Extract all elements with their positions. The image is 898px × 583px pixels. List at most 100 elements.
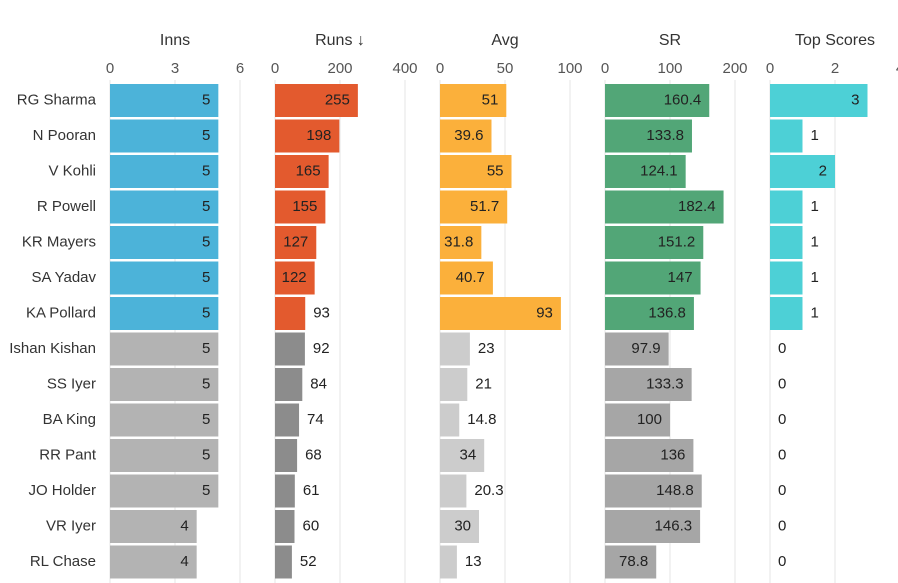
bar-avg[interactable] [440,84,507,117]
value-label-runs: 61 [303,482,320,499]
value-label-avg: 40.7 [456,269,485,286]
value-label-inns: 5 [202,233,210,250]
bar-inns[interactable] [110,155,219,188]
bar-inns[interactable] [110,261,219,295]
bar-avg[interactable] [440,190,508,224]
value-label-avg: 21 [475,375,492,392]
bar-avg[interactable] [440,226,482,259]
player-name: V Kohli [48,162,96,179]
bar-top[interactable] [770,190,803,224]
tick-label: 0 [106,60,114,77]
bar-top[interactable] [770,226,803,259]
bar-top[interactable] [770,261,803,295]
bar-sr[interactable] [605,332,669,366]
bar-inns[interactable] [110,332,219,366]
tick-label: 200 [722,60,747,77]
value-label-runs: 84 [310,375,327,392]
bar-runs[interactable] [275,403,300,437]
bar-sr[interactable] [605,403,670,437]
bar-runs[interactable] [275,226,317,259]
bar-avg[interactable] [440,332,470,366]
bar-inns[interactable] [110,297,219,330]
bar-runs[interactable] [275,155,329,188]
bar-sr[interactable] [605,510,701,543]
bar-sr[interactable] [605,226,704,259]
tick-label: 50 [497,60,514,77]
bar-sr[interactable] [605,368,692,401]
bar-avg[interactable] [440,297,561,330]
bar-sr[interactable] [605,155,686,188]
bar-runs[interactable] [275,510,295,543]
bar-inns[interactable] [110,119,219,153]
bar-inns[interactable] [110,545,197,579]
bar-runs[interactable] [275,261,315,295]
player-name: SA Yadav [32,269,97,286]
bar-sr[interactable] [605,297,694,330]
bar-sr[interactable] [605,190,724,224]
value-label-avg: 39.6 [454,127,483,144]
value-label-sr: 124.1 [640,162,678,179]
bar-inns[interactable] [110,474,219,508]
bar-runs[interactable] [275,474,295,508]
bar-avg[interactable] [440,261,493,295]
bar-avg[interactable] [440,510,479,543]
bar-runs[interactable] [275,190,326,224]
value-label-runs: 92 [313,340,330,357]
bar-avg[interactable] [440,474,467,508]
bar-inns[interactable] [110,84,219,117]
column-title-sr[interactable]: SR [659,32,681,49]
bar-runs[interactable] [275,439,298,472]
player-name: VR Iyer [46,517,96,534]
tick-label: 100 [557,60,582,77]
bar-top[interactable] [770,84,868,117]
column-title-inns[interactable]: Inns [160,32,190,49]
bar-sr[interactable] [605,545,657,579]
bar-top[interactable] [770,297,803,330]
bar-top[interactable] [770,119,803,153]
bar-inns[interactable] [110,226,219,259]
value-label-sr: 182.4 [678,198,716,215]
bar-sr[interactable] [605,84,710,117]
bar-avg[interactable] [440,368,468,401]
value-label-sr: 147 [668,269,693,286]
value-label-inns: 5 [202,91,210,108]
player-name: KA Pollard [26,304,96,321]
bar-avg[interactable] [440,155,512,188]
value-label-top: 0 [778,375,786,392]
value-label-avg: 20.3 [474,482,503,499]
bar-runs[interactable] [275,119,340,153]
bar-inns[interactable] [110,510,197,543]
value-label-inns: 5 [202,482,210,499]
value-label-inns: 5 [202,162,210,179]
bar-avg[interactable] [440,403,460,437]
column-title-top[interactable]: Top Scores [795,32,875,49]
bar-runs[interactable] [275,84,358,117]
bar-runs[interactable] [275,332,305,366]
value-label-runs: 155 [292,198,317,215]
bar-inns[interactable] [110,190,219,224]
bar-inns[interactable] [110,439,219,472]
value-label-top: 1 [811,304,819,321]
column-title-runs[interactable]: Runs ↓ [315,32,365,49]
bar-top[interactable] [770,155,835,188]
value-label-avg: 30 [454,517,471,534]
value-label-sr: 136.8 [648,304,686,321]
bar-sr[interactable] [605,261,701,295]
value-label-avg: 51 [482,91,499,108]
bar-inns[interactable] [110,368,219,401]
bar-runs[interactable] [275,368,303,401]
bar-sr[interactable] [605,119,692,153]
player-name: BA King [43,411,96,428]
value-label-top: 0 [778,411,786,428]
bar-runs[interactable] [275,545,292,579]
column-title-avg[interactable]: Avg [491,32,518,49]
bar-avg[interactable] [440,119,492,153]
bar-avg[interactable] [440,545,457,579]
bar-runs[interactable] [275,297,306,330]
tick-label: 200 [327,60,352,77]
bar-inns[interactable] [110,403,219,437]
bar-sr[interactable] [605,439,694,472]
value-label-top: 1 [811,269,819,286]
bar-avg[interactable] [440,439,485,472]
bar-sr[interactable] [605,474,702,508]
